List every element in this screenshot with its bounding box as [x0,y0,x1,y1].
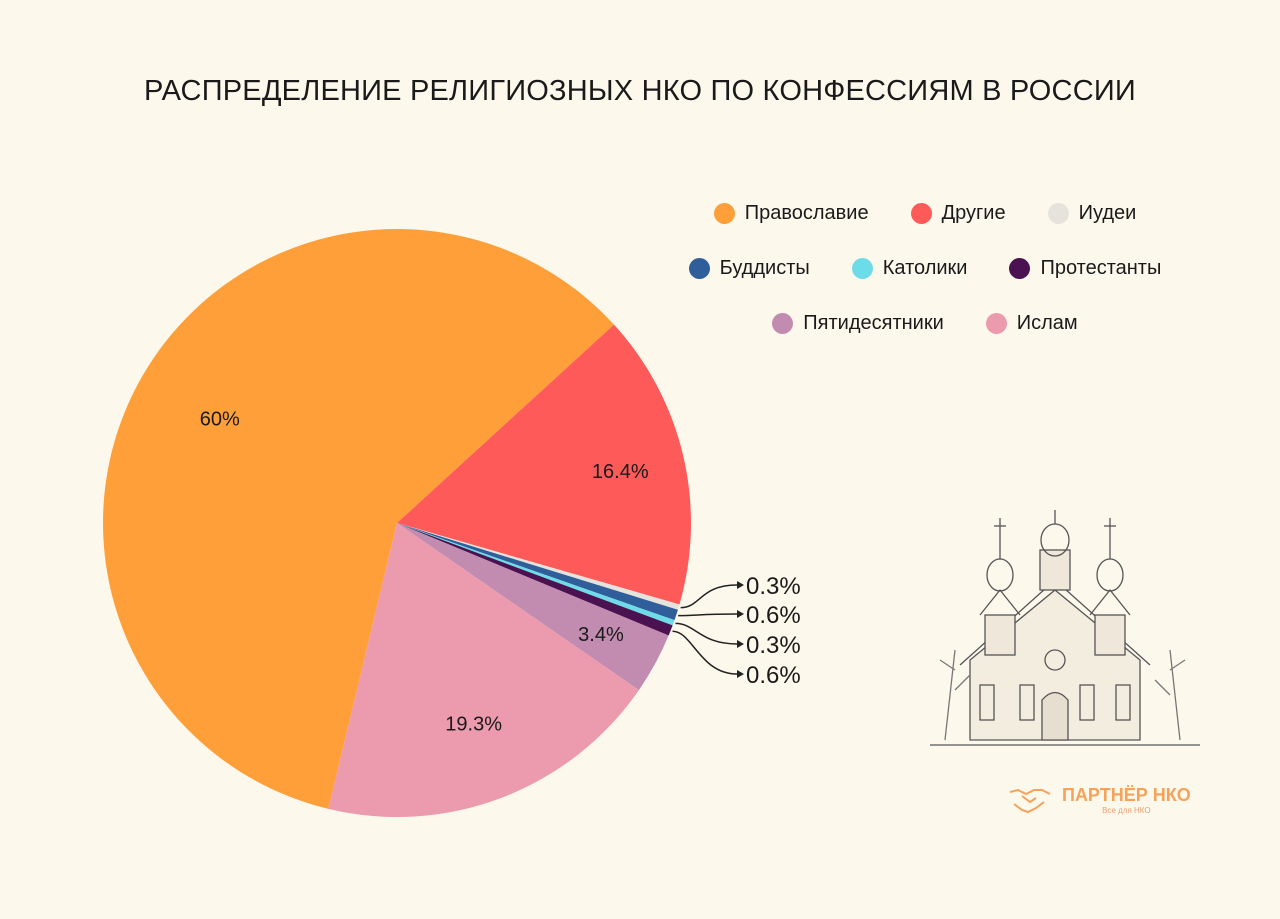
legend-label: Католики [882,257,968,279]
legend-item: Ислам [985,312,1078,335]
leader-line [678,613,738,617]
legend-row: Буддисты Католики Протестанты [640,257,1210,280]
arrow-head [737,670,744,678]
leader-line [680,584,738,609]
legend-row: Пятидесятники Ислам [640,312,1210,335]
church-illustration [930,510,1200,746]
legend-swatch [985,313,1007,334]
legend-swatch [688,258,710,279]
slice-label: 0.6% [746,662,801,689]
legend-label: Другие [941,202,1006,224]
pie-slice-3 [397,523,680,610]
pie-slice-4 [397,523,678,621]
legend-row: Православие Другие Иудеи [640,202,1210,225]
legend-item: Протестанты [1009,257,1161,280]
legend-label: Пятидесятники [803,312,944,334]
partner-nko-logo: ПАРТНЁР НКО Все для НКО [1008,785,1191,815]
legend-swatch [910,203,932,224]
legend-label: Иудеи [1078,202,1137,224]
handshake-icon [1009,788,1051,814]
legend-swatch [713,203,735,224]
pie-slice-5 [397,523,675,626]
pie-slice-6 [397,523,673,636]
legend-item: Буддисты [688,257,810,280]
pie-slice-7 [397,523,669,691]
chart-title: РАСПРЕДЕЛЕНИЕ РЕЛИГИОЗНЫХ НКО ПО КОНФЕСС… [144,75,1136,107]
logo-name: ПАРТНЁР НКО [1062,785,1191,805]
legend-swatch [1047,203,1069,224]
legend-label: Ислам [1016,312,1078,334]
leader-line [672,630,738,675]
arrow-head [737,581,744,589]
pie-slice-2 [397,324,691,605]
arrow-head [737,610,744,618]
pie-slice-8 [328,523,639,817]
leader-line [675,622,738,645]
legend-item: Пятидесятники [772,312,944,335]
slice-label: 0.3% [746,573,801,600]
arrow-head [737,640,744,648]
slice-label: 16.4% [592,461,649,483]
slice-label: 60% [200,408,240,430]
legend-swatch [1009,258,1031,279]
logo-tagline: Все для НКО [1102,806,1151,815]
slice-label: 0.6% [746,602,801,629]
legend-label: Буддисты [719,257,810,279]
slice-label: 3.4% [578,624,624,646]
pie-slice-1 [103,228,615,809]
legend-item: Католики [851,257,968,280]
slice-label: 19.3% [445,713,502,735]
legend-swatch [772,313,794,334]
slice-label: 0.3% [746,632,801,659]
legend-label: Православие [744,202,869,224]
legend-item: Иудеи [1047,202,1137,225]
legend-label: Протестанты [1040,257,1162,279]
legend-swatch [851,258,873,279]
legend-item: Другие [910,202,1006,225]
legend-item: Православие [713,202,869,225]
